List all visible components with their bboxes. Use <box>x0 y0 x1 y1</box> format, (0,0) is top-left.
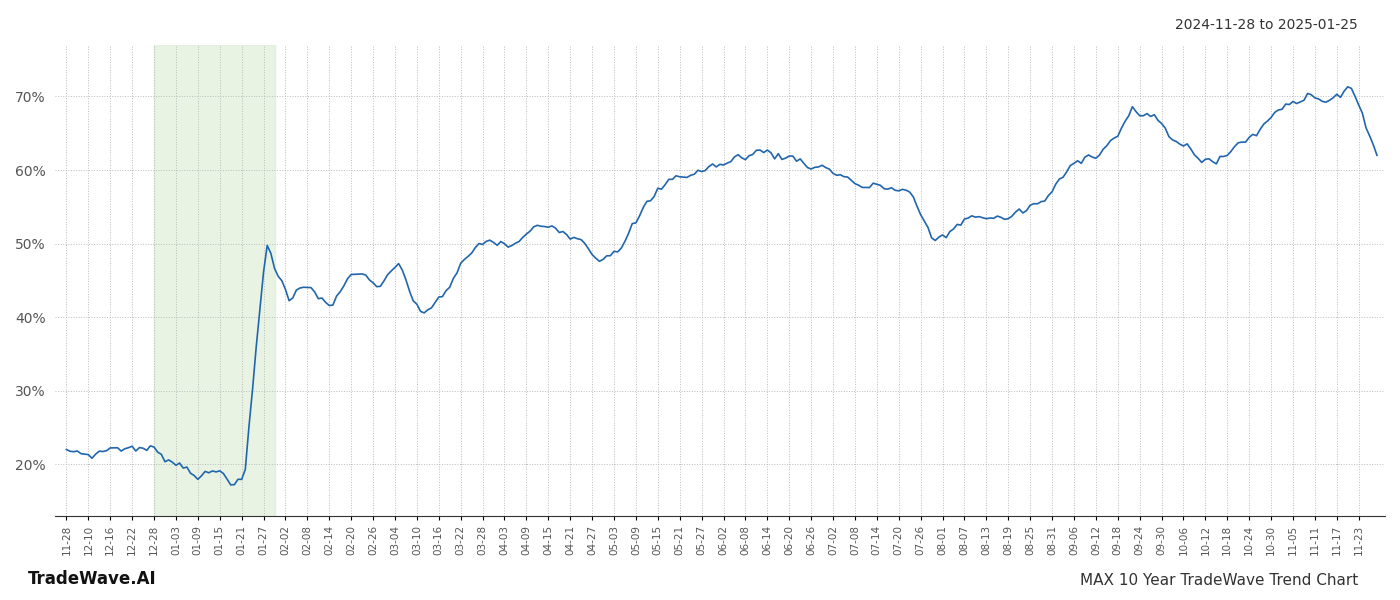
Text: TradeWave.AI: TradeWave.AI <box>28 570 157 588</box>
Bar <box>154 45 274 516</box>
Text: 2024-11-28 to 2025-01-25: 2024-11-28 to 2025-01-25 <box>1175 18 1358 32</box>
Text: MAX 10 Year TradeWave Trend Chart: MAX 10 Year TradeWave Trend Chart <box>1079 573 1358 588</box>
